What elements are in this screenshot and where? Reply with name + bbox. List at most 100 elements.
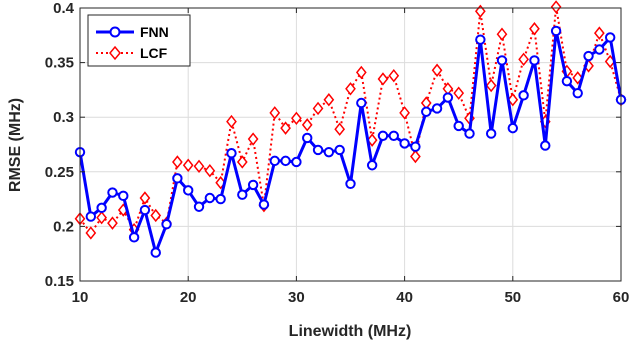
- data-point-fnn: [204, 192, 216, 204]
- data-point-fnn: [529, 55, 540, 66]
- data-point-lcf: [172, 155, 183, 169]
- data-point-lcf: [247, 132, 259, 146]
- data-point-fnn: [118, 190, 129, 202]
- data-point-lcf: [453, 86, 465, 100]
- data-point-fnn: [421, 106, 432, 117]
- x-tick-label: 40: [396, 289, 413, 306]
- data-point-fnn: [410, 141, 421, 152]
- data-point-fnn: [247, 179, 259, 191]
- y-tick-label: 0.25: [45, 164, 74, 181]
- data-point-lcf: [518, 52, 529, 67]
- data-point-lcf: [269, 106, 281, 120]
- data-point-fnn: [388, 130, 399, 141]
- data-point-fnn: [96, 202, 107, 214]
- y-tick-label: 0.2: [53, 218, 74, 235]
- data-point-lcf: [182, 158, 194, 172]
- data-point-lcf: [345, 82, 356, 96]
- data-point-fnn: [442, 92, 454, 103]
- data-point-lcf: [355, 65, 367, 80]
- data-point-fnn: [161, 219, 172, 230]
- data-point-lcf: [312, 101, 324, 116]
- data-point-lcf: [377, 72, 389, 86]
- x-tick-label: 50: [504, 289, 521, 306]
- data-point-fnn: [377, 130, 389, 141]
- legend-entry-lcf: LCF: [96, 45, 168, 61]
- data-point-lcf: [550, 0, 562, 14]
- data-point-lcf: [204, 164, 216, 178]
- legend-fnn-marker: [109, 26, 121, 38]
- data-point-fnn: [475, 34, 486, 45]
- y-tick-label: 0.3: [53, 109, 74, 126]
- legend-lcf-marker: [109, 45, 121, 61]
- data-point-lcf: [334, 122, 346, 136]
- data-point-lcf: [85, 226, 97, 240]
- data-point-fnn: [366, 160, 378, 171]
- series-layer: [74, 0, 627, 258]
- data-point-fnn: [572, 87, 583, 99]
- data-point-fnn: [399, 138, 410, 149]
- data-point-fnn: [193, 201, 205, 212]
- x-tick-label: 30: [288, 289, 305, 306]
- data-point-lcf: [291, 111, 302, 125]
- data-point-fnn: [464, 128, 475, 139]
- data-point-fnn: [85, 211, 97, 222]
- data-point-fnn: [150, 247, 161, 258]
- x-tick-label: 60: [613, 289, 630, 306]
- data-point-fnn: [496, 55, 508, 66]
- data-point-fnn: [604, 32, 616, 43]
- data-point-lcf: [280, 121, 291, 135]
- legend-lcf-label: LCF: [140, 45, 168, 61]
- data-point-fnn: [334, 144, 345, 156]
- data-point-fnn: [323, 146, 335, 158]
- data-point-lcf: [388, 69, 400, 83]
- data-point-fnn: [518, 90, 529, 101]
- data-point-fnn: [258, 199, 270, 210]
- data-point-lcf: [236, 155, 248, 169]
- data-point-fnn: [345, 178, 356, 190]
- data-point-lcf: [496, 27, 508, 41]
- data-point-fnn: [583, 50, 594, 62]
- data-point-fnn: [302, 132, 313, 144]
- data-point-lcf: [107, 216, 118, 230]
- series-lcf: [74, 0, 627, 240]
- data-point-fnn: [172, 173, 183, 184]
- data-point-lcf: [529, 22, 540, 36]
- data-point-fnn: [312, 144, 324, 156]
- data-point-lcf: [193, 159, 205, 174]
- data-point-lcf: [507, 93, 519, 107]
- legend-fnn-label: FNN: [140, 24, 169, 40]
- data-point-lcf: [399, 106, 410, 120]
- data-point-lcf: [410, 149, 421, 164]
- data-point-lcf: [474, 4, 486, 18]
- data-point-fnn: [183, 185, 194, 196]
- legend: FNN LCF: [87, 14, 191, 67]
- data-point-lcf: [301, 118, 313, 132]
- data-point-fnn: [291, 156, 302, 168]
- legend-entry-fnn: FNN: [96, 24, 169, 40]
- y-tick-label: 0.4: [53, 0, 75, 17]
- series-fnn: [74, 25, 627, 258]
- data-point-lcf: [139, 191, 151, 205]
- axis-ticks: 10 20 30 40 50 60 0.15 0.2 0.25 0.3 0.35 0.4: [45, 0, 630, 306]
- data-point-fnn: [280, 155, 291, 167]
- data-point-lcf: [485, 78, 497, 93]
- data-point-fnn: [128, 232, 140, 243]
- data-point-lcf: [150, 208, 162, 223]
- data-point-lcf: [226, 114, 237, 129]
- data-point-fnn: [507, 122, 518, 134]
- data-point-fnn: [237, 189, 248, 200]
- data-point-fnn: [269, 155, 280, 167]
- data-point-fnn: [215, 193, 226, 205]
- data-point-fnn: [453, 120, 464, 132]
- data-point-fnn: [107, 187, 118, 198]
- x-tick-label: 10: [72, 289, 89, 306]
- data-point-lcf: [431, 63, 443, 77]
- y-tick-label: 0.35: [45, 55, 74, 72]
- y-axis-label: RMSE (MHz): [7, 98, 24, 192]
- x-tick-label: 20: [180, 289, 197, 306]
- data-point-fnn: [485, 128, 497, 139]
- data-point-fnn: [540, 140, 551, 151]
- x-axis-label: Linewidth (MHz): [289, 323, 412, 340]
- data-point-fnn: [431, 103, 443, 114]
